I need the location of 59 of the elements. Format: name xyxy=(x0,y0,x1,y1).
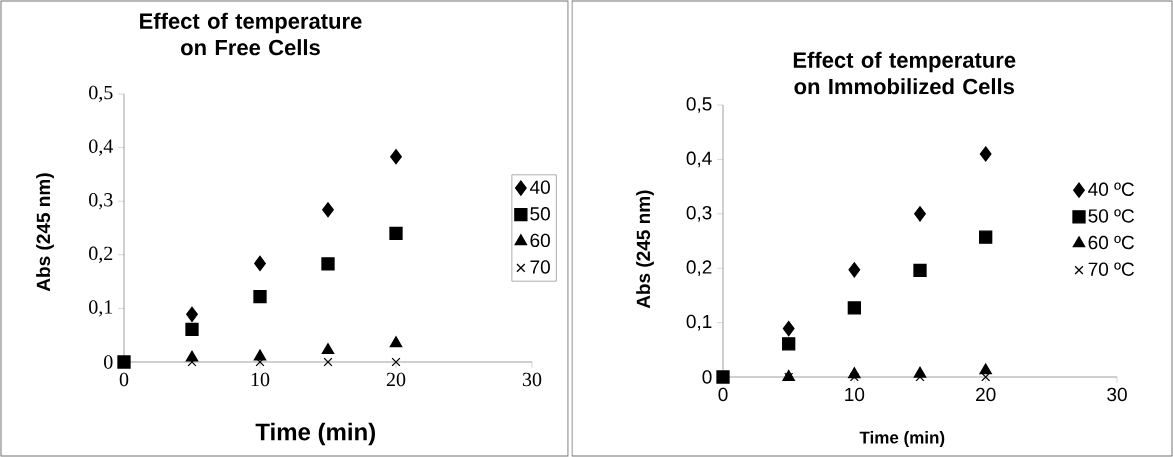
x-tick-label: 30 xyxy=(1107,387,1127,402)
point xyxy=(979,146,992,162)
point xyxy=(979,230,993,244)
legend-label: 60 ºC xyxy=(1088,235,1134,250)
x-tick-label: 10 xyxy=(845,387,865,402)
legend-label: 50 ºC xyxy=(1088,209,1134,223)
y-tick-label: 0,5 xyxy=(89,85,113,103)
x-tick-label: 20 xyxy=(386,372,406,387)
legend-label: 60 xyxy=(530,233,550,248)
point xyxy=(253,289,267,304)
y-tick-label: 0 xyxy=(104,355,113,369)
y-tick-label: 0,2 xyxy=(89,246,113,263)
point xyxy=(979,363,992,375)
point xyxy=(913,263,927,278)
point xyxy=(253,349,267,361)
y-tick-label: 0,3 xyxy=(686,205,712,222)
point xyxy=(847,301,861,315)
y-axis-title: Abs (245 nm) xyxy=(636,190,654,309)
y-tick-label: 0,2 xyxy=(686,260,712,277)
point xyxy=(321,343,335,355)
y-tick-label: 0,5 xyxy=(686,97,712,113)
x-tick-label: 20 xyxy=(976,387,996,402)
point xyxy=(185,322,199,336)
legend-label: 40 xyxy=(529,180,550,194)
legend-label: 40 ºC xyxy=(1088,182,1134,197)
point xyxy=(389,336,403,348)
x-tick-label: 0 xyxy=(718,387,728,402)
y-axis-title: Abs (245 nm) xyxy=(36,173,54,292)
point xyxy=(391,357,401,367)
legend-label: 70 xyxy=(530,260,550,274)
y-tick-label: 0,3 xyxy=(89,193,113,210)
x-tick-label: 0 xyxy=(119,372,129,387)
y-tick-label: 0,1 xyxy=(686,314,712,331)
x-tick-label: 10 xyxy=(251,372,270,387)
chart-title: Effect of temperature on Free Cells xyxy=(140,12,362,56)
point xyxy=(914,206,926,222)
point xyxy=(848,262,861,278)
point xyxy=(322,202,334,218)
legend-label: 70 ºC xyxy=(1088,262,1134,276)
point xyxy=(716,370,730,384)
x-axis-title: Time (min) xyxy=(859,431,945,447)
point xyxy=(254,255,266,272)
point xyxy=(782,337,796,351)
point xyxy=(782,320,795,337)
point xyxy=(849,372,859,382)
point xyxy=(185,350,199,362)
point xyxy=(321,257,335,271)
point xyxy=(389,226,403,241)
chart-title: Effect of temperature on Immobilized Cells xyxy=(793,51,1016,95)
point xyxy=(117,355,131,369)
point xyxy=(390,149,402,165)
legend-label: 50 xyxy=(530,207,550,221)
point xyxy=(186,306,198,322)
point xyxy=(323,357,333,367)
y-tick-label: 0,4 xyxy=(89,139,113,156)
y-tick-label: 0,4 xyxy=(686,151,712,168)
y-tick-label: 0,1 xyxy=(89,300,113,317)
x-axis-title: Time (min) xyxy=(255,422,375,446)
x-tick-label: 30 xyxy=(522,372,542,387)
